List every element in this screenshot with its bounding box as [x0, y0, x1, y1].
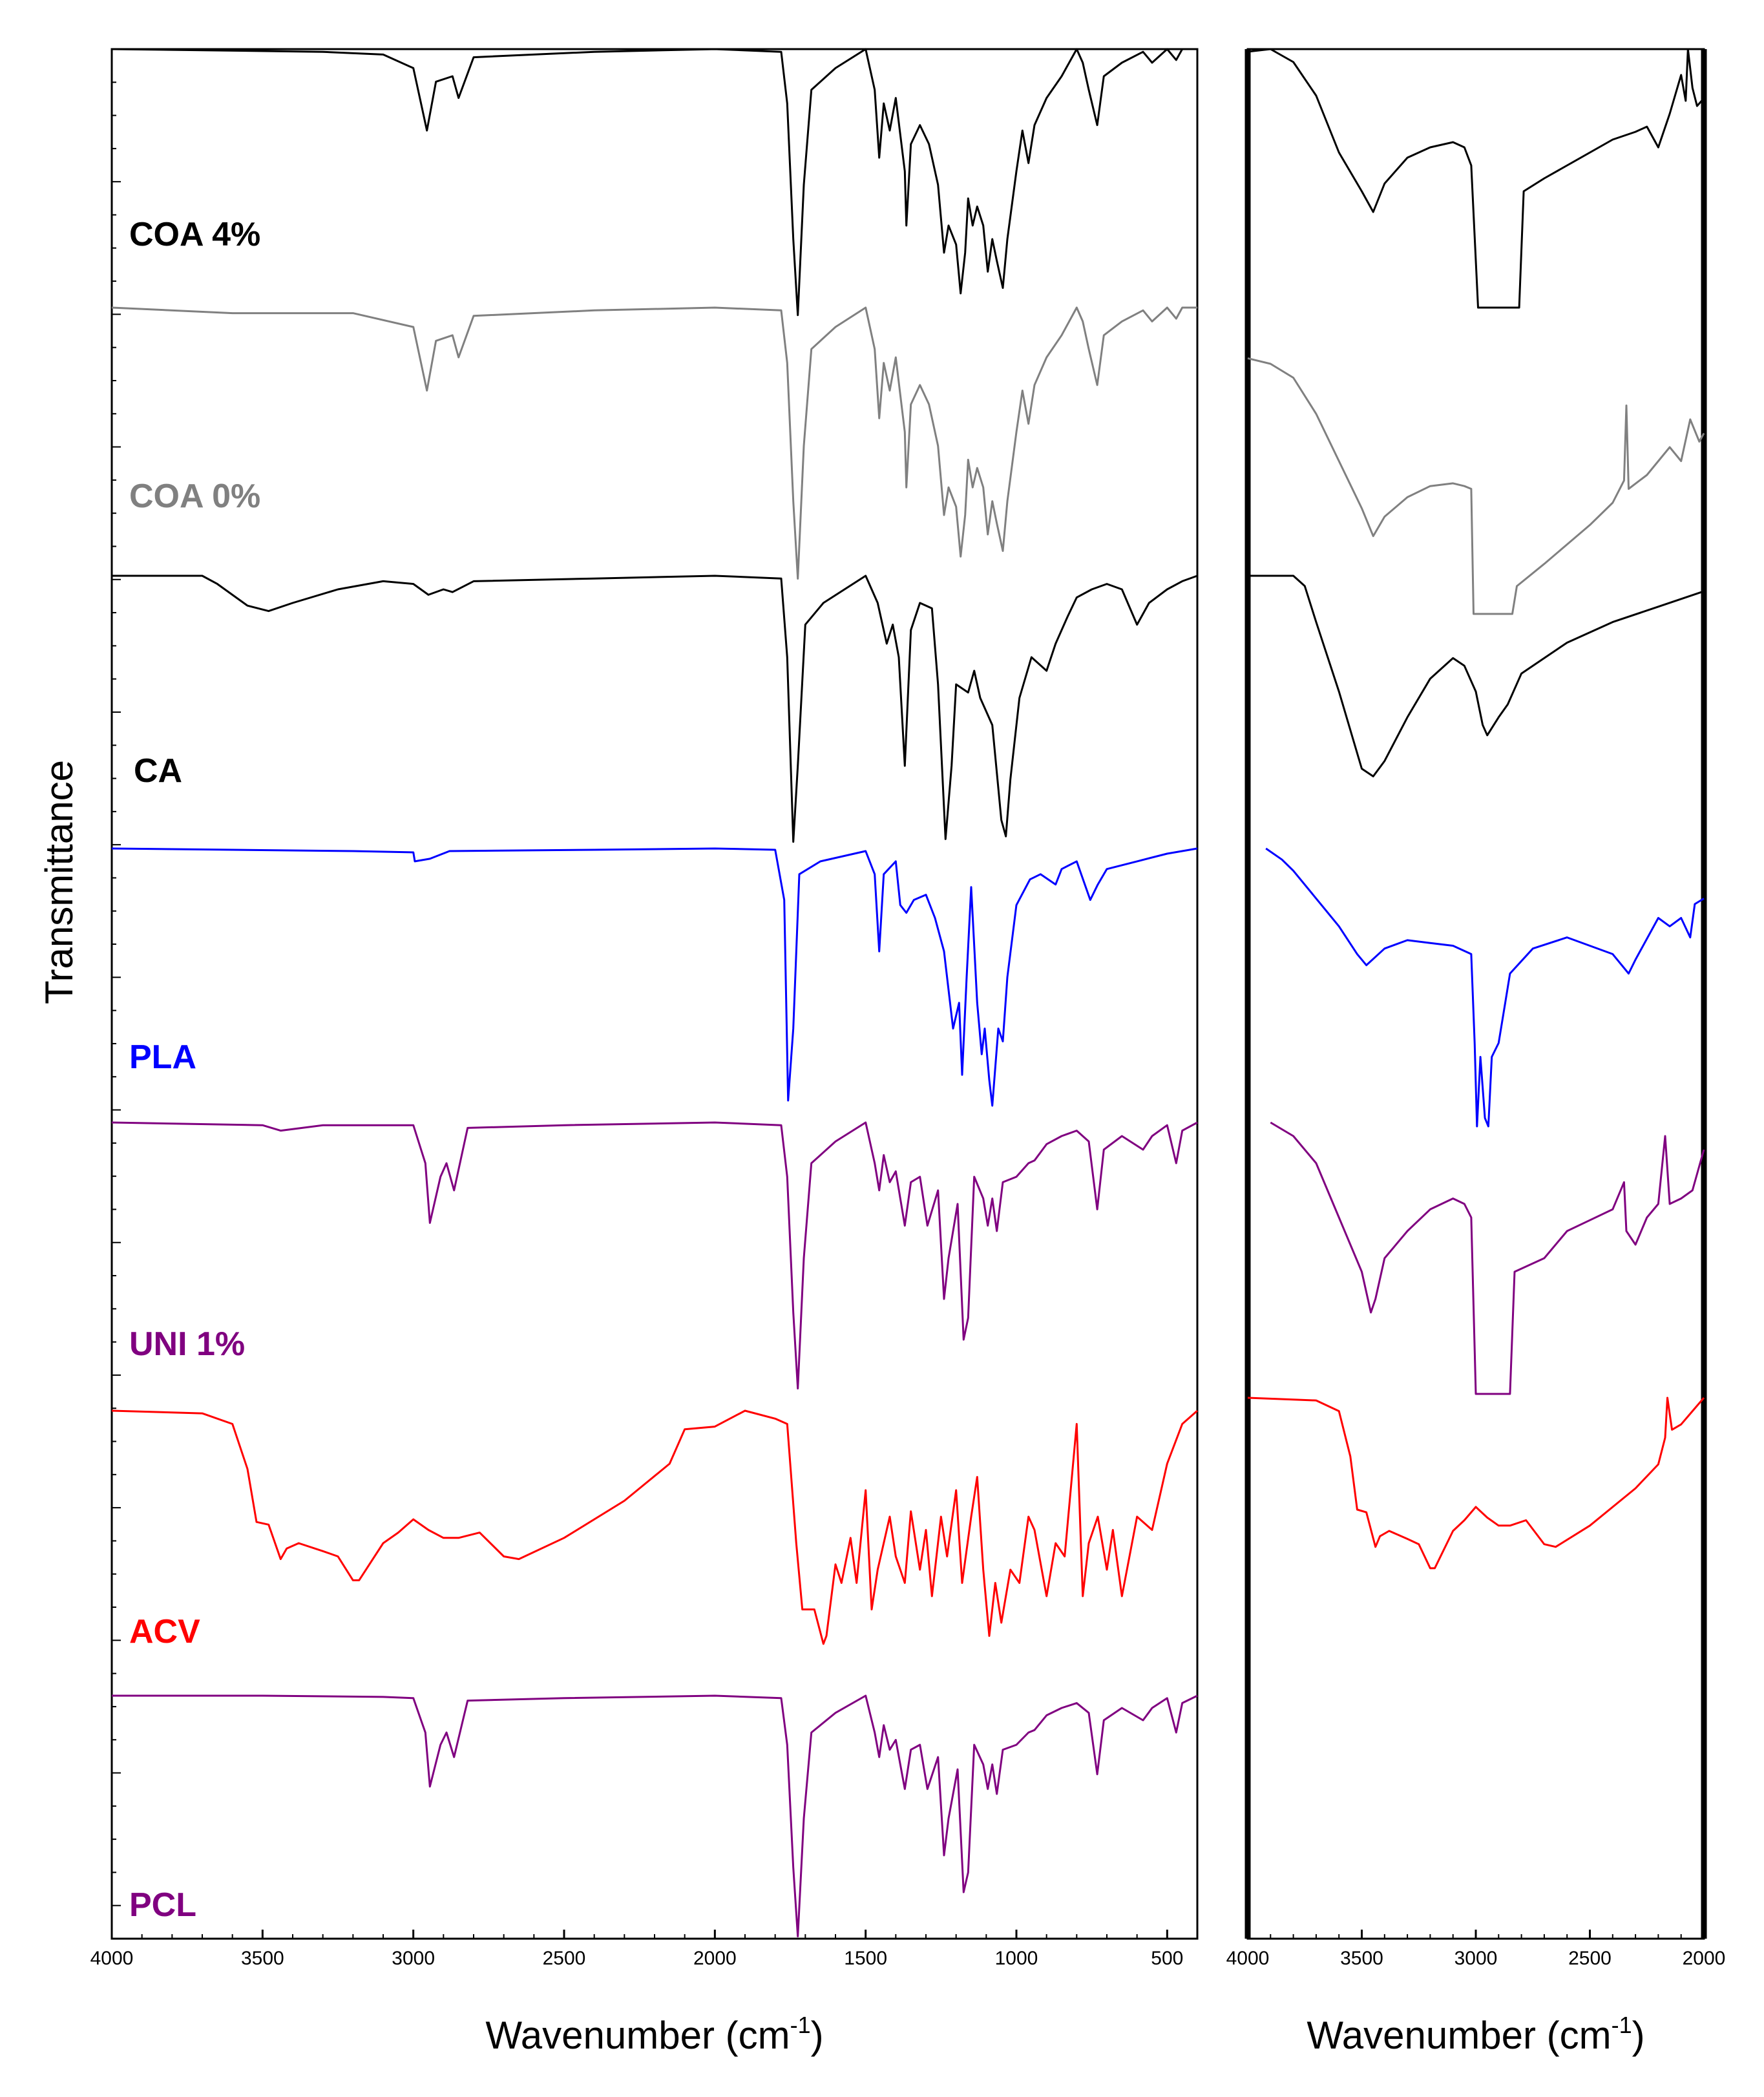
spectrum-line-ca: [112, 574, 1198, 843]
sample-label: ACV: [129, 1613, 200, 1650]
spectrum-line-coa-0-: [1247, 357, 1705, 615]
spectrum-line-coa-0-: [111, 306, 1197, 580]
sample-label: COA 0%: [129, 478, 260, 515]
sample-label: COA 4%: [129, 216, 260, 253]
x-tick-label: 3000: [392, 1948, 435, 1969]
x-axis-title-sup: -1: [1612, 2012, 1632, 2038]
x-tick-label: 3000: [1454, 1948, 1498, 1969]
x-tick-label: 1000: [995, 1948, 1038, 1969]
x-axis-title-sup: -1: [790, 2012, 811, 2038]
spectrum-line-coa-4-: [111, 48, 1197, 317]
y-axis-title: Transmittance: [37, 760, 81, 1004]
spectrum-line-acv: [111, 1409, 1198, 1645]
sample-label: UNI 1%: [129, 1325, 245, 1363]
x-tick-label: 1500: [844, 1948, 887, 1969]
x-tick-label: 3500: [1340, 1948, 1383, 1969]
x-axis-title-close: ): [1632, 2014, 1645, 2057]
spectrum-line-pcl: [112, 1694, 1198, 1937]
spectrum-line-acv: [1247, 1396, 1705, 1570]
x-tick-label: 2500: [1568, 1948, 1612, 1969]
spectrum-line-pla: [111, 847, 1198, 1107]
x-axis-title-base: Wavenumber (cm: [1307, 2014, 1611, 2057]
x-tick-label: 4000: [90, 1948, 134, 1969]
x-axis-title: Wavenumber (cm-1): [485, 2012, 823, 2057]
x-tick-label: 2000: [1683, 1948, 1726, 1969]
spectrum-line-coa-4-: [1247, 48, 1704, 309]
inset-panel: 4000 3500 3000 2500 2000 Wavenumber (cm-1): [1226, 48, 1726, 2057]
spectrum-line-uni-1-: [111, 1121, 1198, 1390]
x-tick-label: 3500: [241, 1948, 284, 1969]
x-tick-label: 2000: [693, 1948, 737, 1969]
main-panel: 4000 3500 3000 2500 2000 1500 1000 500 Wavenumbe…: [37, 48, 1199, 2057]
sample-label: CA: [134, 752, 182, 790]
x-axis-title: Wavenumber (cm-1): [1307, 2012, 1644, 2057]
x-axis-title-base: Wavenumber (cm: [485, 2014, 790, 2057]
spectrum-line-ca: [1248, 574, 1705, 777]
x-tick-label: 4000: [1226, 1948, 1270, 1969]
x-tick-label: 500: [1151, 1948, 1183, 1969]
x-tick-label: 2500: [543, 1948, 586, 1969]
spectrum-line-uni-1-: [1270, 1121, 1705, 1395]
spectrum-line-pla: [1265, 847, 1705, 1128]
sample-label: PCL: [129, 1886, 196, 1924]
x-axis-title-close: ): [811, 2014, 824, 2057]
sample-label: PLA: [129, 1038, 196, 1076]
